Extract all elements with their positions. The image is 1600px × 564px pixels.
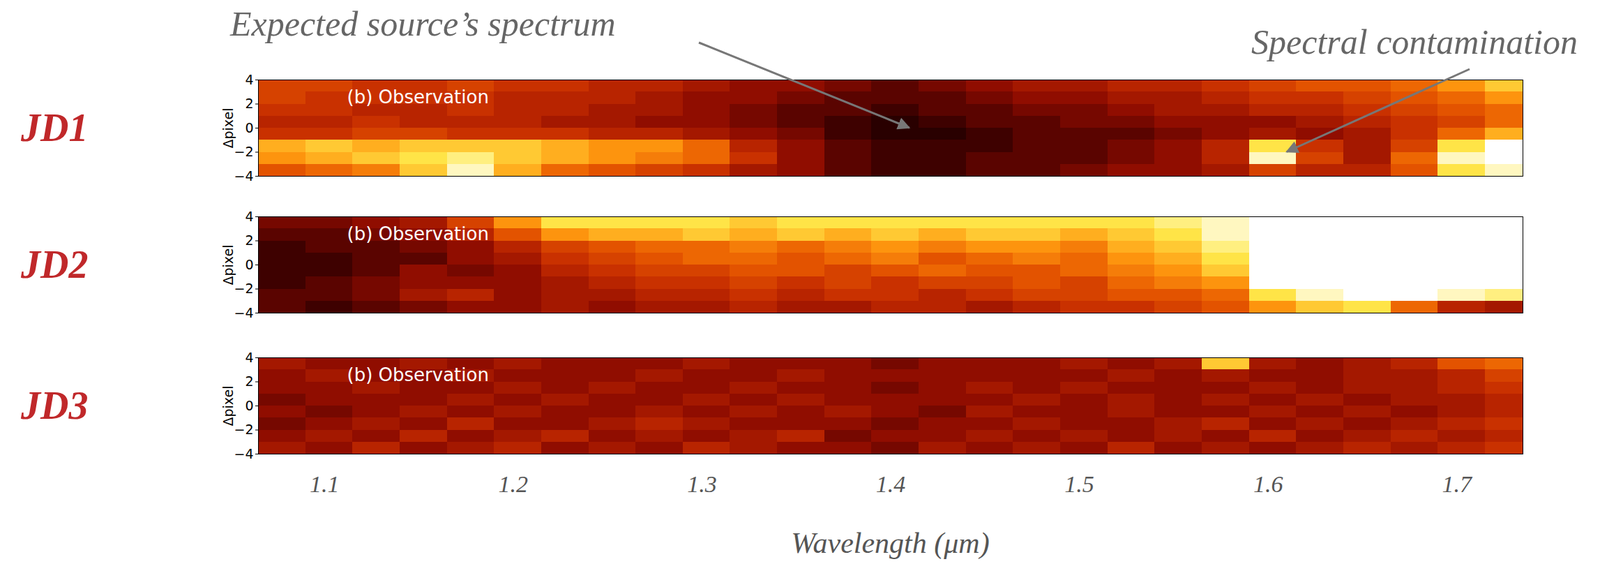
svg-text:1.1: 1.1 xyxy=(309,470,340,497)
svg-text:0: 0 xyxy=(244,119,254,136)
svg-text:0: 0 xyxy=(244,397,254,413)
svg-text:−2: −2 xyxy=(233,421,254,437)
html-text:Wavelength (μm): Wavelength (μm) xyxy=(791,526,990,559)
svg-text:−2: −2 xyxy=(233,280,254,296)
svg-text:Δpixel: Δpixel xyxy=(220,244,236,286)
svg-text:−4: −4 xyxy=(233,304,254,321)
html-text:JD1: JD1 xyxy=(20,106,89,150)
svg-text:2: 2 xyxy=(244,373,254,389)
svg-text:1.6: 1.6 xyxy=(1253,470,1284,497)
svg-text:1.3: 1.3 xyxy=(687,470,718,497)
html-text:JD2: JD2 xyxy=(20,242,89,286)
svg-text:−4: −4 xyxy=(233,445,254,462)
svg-text:4: 4 xyxy=(244,208,254,224)
svg-text:Expected source’s spectrum: Expected source’s spectrum xyxy=(229,4,616,44)
svg-text:Spectral contamination: Spectral contamination xyxy=(1251,22,1578,62)
svg-text:1.2: 1.2 xyxy=(498,470,529,497)
svg-text:1.5: 1.5 xyxy=(1064,470,1095,497)
svg-text:2: 2 xyxy=(244,232,254,248)
svg-text:4: 4 xyxy=(244,349,254,365)
svg-text:−4: −4 xyxy=(233,168,254,184)
svg-text:−2: −2 xyxy=(233,143,254,160)
svg-text:Δpixel: Δpixel xyxy=(220,385,236,427)
svg-text:1.4: 1.4 xyxy=(876,470,907,497)
svg-text:0: 0 xyxy=(244,256,254,273)
html-text:JD3: JD3 xyxy=(20,383,89,427)
svg-text:(b) Observation: (b) Observation xyxy=(347,364,489,386)
svg-text:1.7: 1.7 xyxy=(1442,470,1474,497)
svg-text:2: 2 xyxy=(244,95,254,111)
svg-text:(b) Observation: (b) Observation xyxy=(347,223,489,245)
svg-text:(b) Observation: (b) Observation xyxy=(347,86,489,108)
svg-text:Δpixel: Δpixel xyxy=(220,108,236,149)
svg-text:4: 4 xyxy=(244,71,254,88)
